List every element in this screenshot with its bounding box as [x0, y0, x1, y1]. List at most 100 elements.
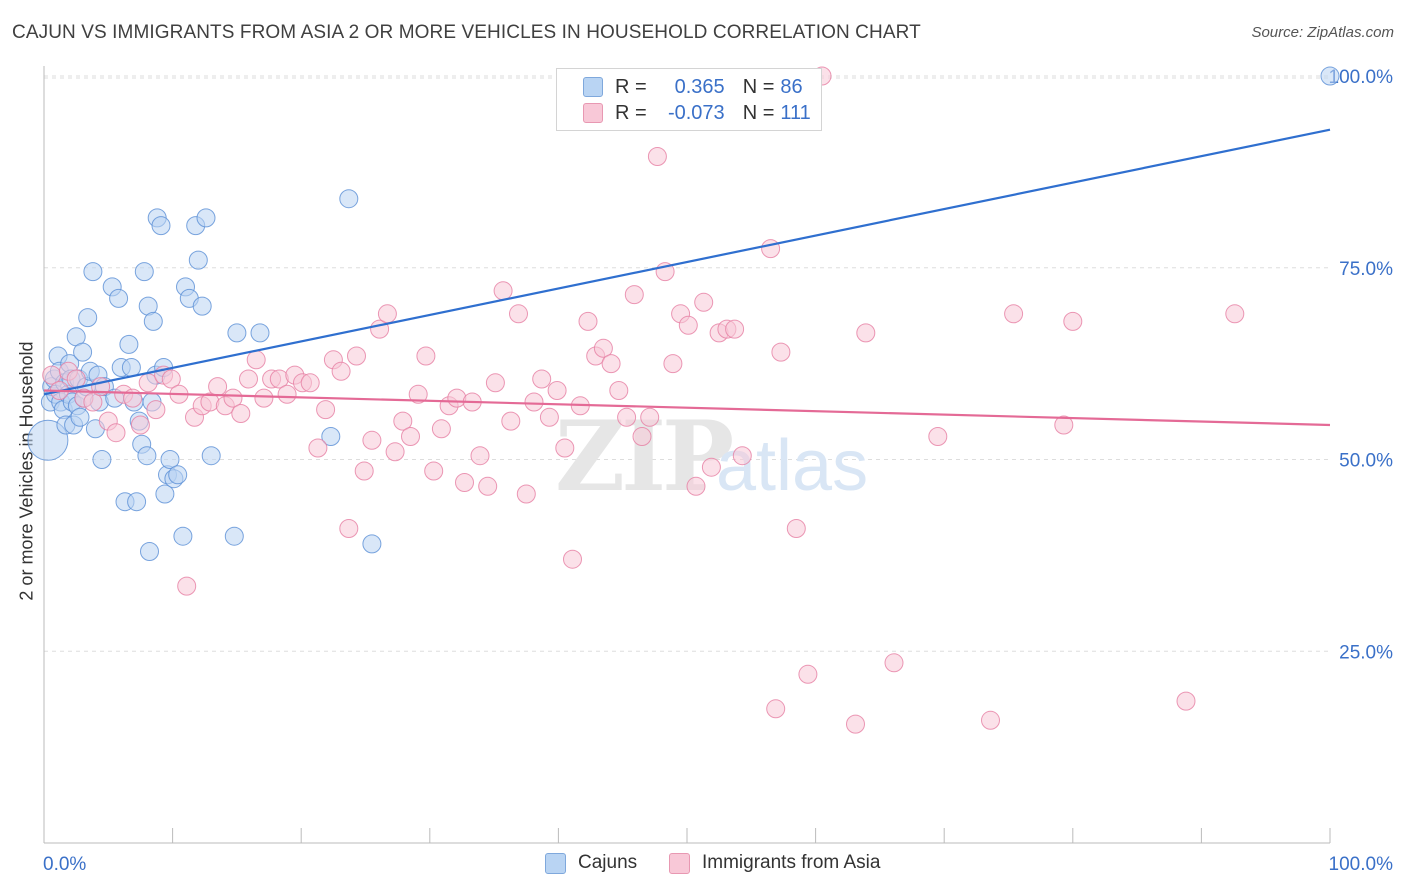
asia-point [470, 446, 490, 466]
cajuns-point [119, 334, 139, 354]
asia-swatch [583, 103, 603, 123]
asia-point [1054, 415, 1074, 435]
asia-point [223, 388, 243, 408]
asia-point [846, 714, 865, 734]
chart-title: CAJUN VS IMMIGRANTS FROM ASIA 2 OR MORE … [12, 22, 921, 43]
asia-point [308, 438, 328, 458]
cajuns-trend-line [43, 128, 1331, 396]
asia-point [678, 315, 698, 335]
asia-point [316, 400, 336, 420]
legend-label-asia: Immigrants from Asia [702, 852, 881, 873]
asia-point [331, 361, 351, 381]
legend-item-asia[interactable]: Immigrants from Asia [669, 852, 880, 874]
asia-n-value: 111 [780, 101, 811, 124]
asia-point [509, 304, 528, 324]
r-label: R = [615, 75, 647, 98]
cajuns-point [321, 427, 341, 446]
asia-point [347, 346, 366, 366]
asia-point [130, 415, 150, 435]
cajuns-point [151, 216, 171, 236]
cajuns-point [227, 323, 247, 343]
n-label: N = [742, 101, 775, 124]
cajuns-point [192, 296, 212, 316]
cajuns-point [83, 262, 103, 282]
cajuns-point [109, 288, 129, 308]
asia-point [277, 384, 297, 404]
asia-point [485, 373, 505, 393]
asia-trend-line [43, 389, 1331, 427]
stats-legend: R = 0.365 N = 86 R = -0.073 N = 111 [556, 68, 822, 131]
asia-point [231, 404, 251, 423]
asia-point [732, 446, 752, 466]
cajuns-point [173, 526, 193, 546]
asia-point [83, 392, 103, 412]
cajuns-swatch [583, 77, 603, 97]
asia-point [766, 699, 786, 719]
asia-point [761, 239, 781, 259]
asia-point [424, 461, 444, 481]
asia-point [532, 369, 552, 389]
y-tick-label: 50.0% [1339, 451, 1393, 472]
asia-point [177, 576, 197, 596]
cajuns-point [160, 450, 180, 469]
asia-point [385, 442, 405, 462]
asia-point [593, 338, 613, 358]
asia-point [884, 653, 904, 673]
asia-point [632, 427, 652, 446]
asia-point [686, 476, 706, 496]
asia-point [609, 381, 629, 400]
asia-point [401, 427, 420, 446]
asia-point [539, 407, 559, 427]
cajuns-point [339, 189, 359, 209]
r-label: R = [615, 101, 647, 124]
asia-point [239, 369, 258, 389]
cajuns-point [250, 323, 270, 343]
asia-point [493, 281, 513, 301]
y-tick-label: 75.0% [1339, 259, 1393, 280]
asia-point [377, 304, 397, 324]
asia-point [524, 392, 544, 412]
asia-point [246, 350, 266, 370]
legend-label-cajuns: Cajuns [578, 852, 638, 873]
asia-point [624, 285, 644, 305]
asia-point [501, 411, 521, 431]
asia-point [455, 473, 474, 492]
stats-legend-row-asia: R = -0.073 N = 111 [583, 101, 811, 125]
x-tick-label: 100.0% [1329, 854, 1394, 875]
asia-point [856, 323, 876, 343]
cajuns-point [201, 446, 221, 466]
asia-point [701, 457, 721, 477]
asia-point [431, 419, 451, 439]
asia-point [601, 354, 621, 374]
asia-point [786, 519, 806, 538]
asia-point [617, 407, 637, 427]
asia-r-value: -0.073 [667, 101, 725, 124]
cajuns-point [121, 358, 141, 377]
legend-item-cajuns[interactable]: Cajuns [545, 852, 637, 874]
asia-point [694, 292, 714, 312]
cajuns-point [78, 308, 98, 328]
asia-point [408, 384, 428, 404]
asia-point [547, 381, 567, 400]
asia-point [981, 710, 1000, 730]
asia-point [555, 438, 575, 458]
source-credit: Source: ZipAtlas.com [1251, 24, 1394, 41]
cajuns-point [1320, 66, 1340, 86]
cajuns-legend-swatch [545, 852, 566, 874]
asia-point [663, 354, 683, 374]
asia-point [640, 407, 660, 427]
asia-point [563, 549, 582, 569]
cajuns-point [224, 526, 244, 546]
asia-point [339, 519, 359, 538]
cajuns-point [140, 542, 159, 561]
asia-point [146, 400, 166, 420]
cajuns-r-value: 0.365 [674, 75, 725, 98]
asia-point [578, 311, 598, 331]
cajuns-point [196, 208, 216, 228]
cajuns-point [137, 446, 157, 466]
asia-point [771, 342, 791, 362]
asia-point [106, 423, 126, 443]
cajuns-point [134, 262, 154, 282]
cajuns-point [188, 250, 208, 270]
